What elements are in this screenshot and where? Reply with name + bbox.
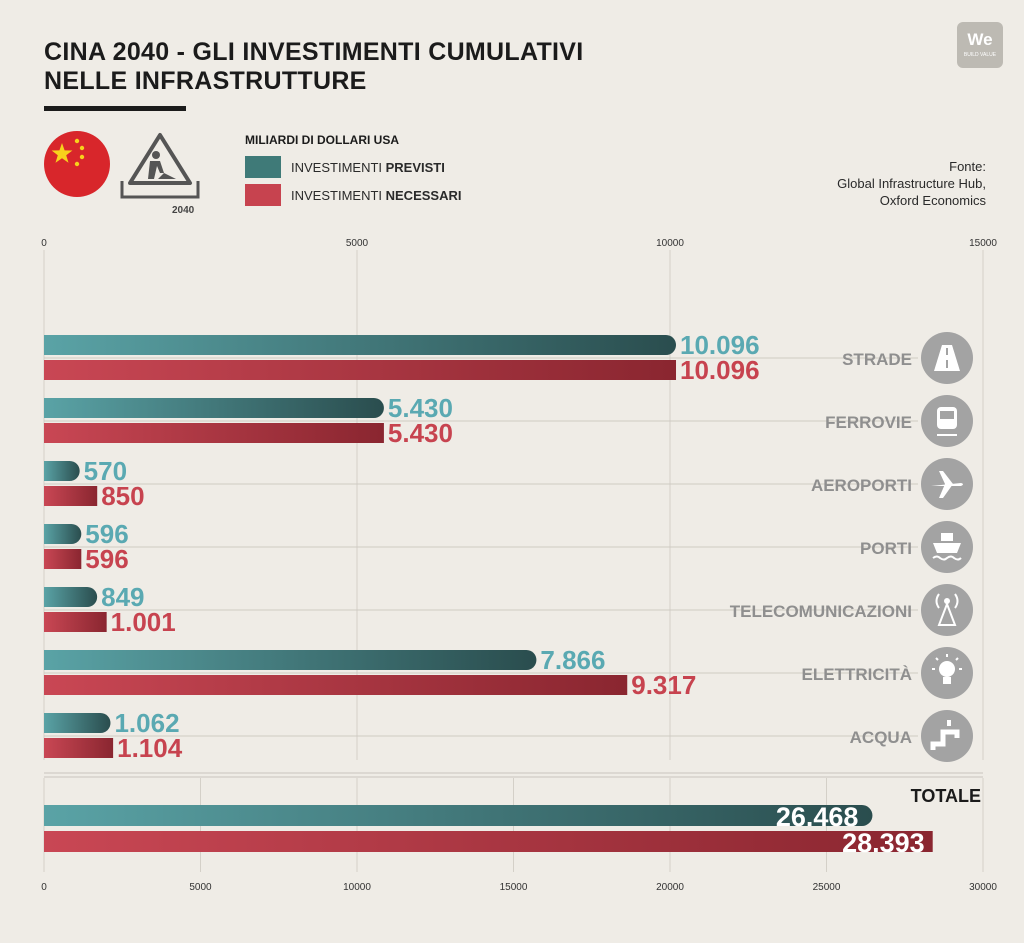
china-flag-icon xyxy=(44,131,110,197)
x-tick-label-bottom: 0 xyxy=(41,882,47,893)
source-line-2: Global Infrastructure Hub, xyxy=(837,176,986,191)
data-label-necessari: 10.096 xyxy=(680,355,760,385)
data-label-previsti: 5.430 xyxy=(388,393,453,423)
train-icon xyxy=(921,395,973,447)
title-line-1: CINA 2040 - GLI INVESTIMENTI CUMULATIVI xyxy=(44,38,584,66)
data-label-previsti: 596 xyxy=(85,519,128,549)
bar-previsti xyxy=(44,587,98,607)
bar-necessari xyxy=(44,423,384,443)
logo-subtext: BUILD VALUE xyxy=(963,52,997,58)
source-line-3: Oxford Economics xyxy=(879,193,986,208)
chart-title: CINA 2040 - GLI INVESTIMENTI CUMULATIVI … xyxy=(44,38,584,96)
legend-item-necessari: INVESTIMENTI NECESSARI xyxy=(245,184,461,206)
legend-item-previsti: INVESTIMENTI PREVISTI xyxy=(245,156,445,178)
data-label-necessari: 850 xyxy=(101,481,144,511)
source-note: Fonte: Global Infrastructure Hub, Oxford… xyxy=(837,158,986,209)
bar-previsti xyxy=(44,650,537,670)
title-underline xyxy=(44,106,186,111)
data-label-previsti: 849 xyxy=(101,582,144,612)
ship-icon xyxy=(921,521,973,573)
x-tick-label-bottom: 20000 xyxy=(656,882,684,893)
bar-necessari xyxy=(44,486,98,506)
data-label-totale-previsti: 26.468 xyxy=(776,802,859,832)
x-tick-label-top: 15000 xyxy=(969,238,997,249)
x-tick-label-bottom: 10000 xyxy=(343,882,371,893)
bar-necessari xyxy=(44,612,107,632)
data-label-necessari: 1.001 xyxy=(111,607,176,637)
road-icon xyxy=(921,332,973,384)
data-label-necessari: 9.317 xyxy=(631,670,696,700)
x-tick-label-top: 0 xyxy=(41,238,47,249)
bar-previsti xyxy=(44,713,111,733)
bar-necessari xyxy=(44,675,628,695)
bar-necessari xyxy=(44,738,114,758)
data-label-totale-necessari: 28.393 xyxy=(842,828,925,858)
bar-totale-previsti xyxy=(44,805,873,826)
bar-necessari xyxy=(44,549,82,569)
title-line-2: NELLE INFRASTRUTTURE xyxy=(44,67,367,95)
x-tick-label-bottom: 5000 xyxy=(189,882,212,893)
lightbulb-icon xyxy=(921,647,973,699)
units-label: MILIARDI DI DOLLARI USA xyxy=(245,133,399,147)
x-tick-label-bottom: 30000 xyxy=(969,882,997,893)
category-label: STRADE xyxy=(842,350,912,369)
category-label: ACQUA xyxy=(850,728,912,747)
data-label-necessari: 596 xyxy=(85,544,128,574)
category-label: PORTI xyxy=(860,539,912,558)
x-tick-label-bottom: 25000 xyxy=(813,882,841,893)
bar-previsti xyxy=(44,398,384,418)
bar-necessari xyxy=(44,360,677,380)
bar-previsti xyxy=(44,524,82,544)
x-tick-label-top: 5000 xyxy=(346,238,369,249)
brand-logo: We BUILD VALUE xyxy=(957,22,1003,68)
category-label: ELETTRICITÀ xyxy=(802,665,913,684)
legend-label-necessari: INVESTIMENTI NECESSARI xyxy=(291,187,462,203)
year-label: 2040 xyxy=(172,205,195,216)
data-label-previsti: 10.096 xyxy=(680,330,760,360)
category-label: FERROVIE xyxy=(825,413,912,432)
data-label-necessari: 1.104 xyxy=(117,733,183,763)
data-label-previsti: 7.866 xyxy=(540,645,605,675)
antenna-icon xyxy=(921,584,973,636)
category-label: TELECOMUNICAZIONI xyxy=(730,602,912,621)
legend-swatch-necessari xyxy=(245,184,281,206)
data-label-previsti: 570 xyxy=(84,456,127,486)
totale-title: TOTALE xyxy=(911,786,981,806)
bar-previsti xyxy=(44,335,677,355)
x-tick-label-bottom: 15000 xyxy=(500,882,528,893)
faucet-icon xyxy=(921,710,973,762)
logo-text: We xyxy=(967,30,993,49)
x-tick-label-top: 10000 xyxy=(656,238,684,249)
airplane-icon xyxy=(921,458,973,510)
construction-worker-icon xyxy=(120,131,200,208)
legend-label-previsti: INVESTIMENTI PREVISTI xyxy=(291,159,445,175)
data-label-previsti: 1.062 xyxy=(114,708,179,738)
data-label-necessari: 5.430 xyxy=(388,418,453,448)
legend-swatch-previsti xyxy=(245,156,281,178)
source-line-1: Fonte: xyxy=(949,159,986,174)
bar-previsti xyxy=(44,461,80,481)
bar-totale-necessari xyxy=(44,831,933,852)
category-label: AEROPORTI xyxy=(811,476,912,495)
